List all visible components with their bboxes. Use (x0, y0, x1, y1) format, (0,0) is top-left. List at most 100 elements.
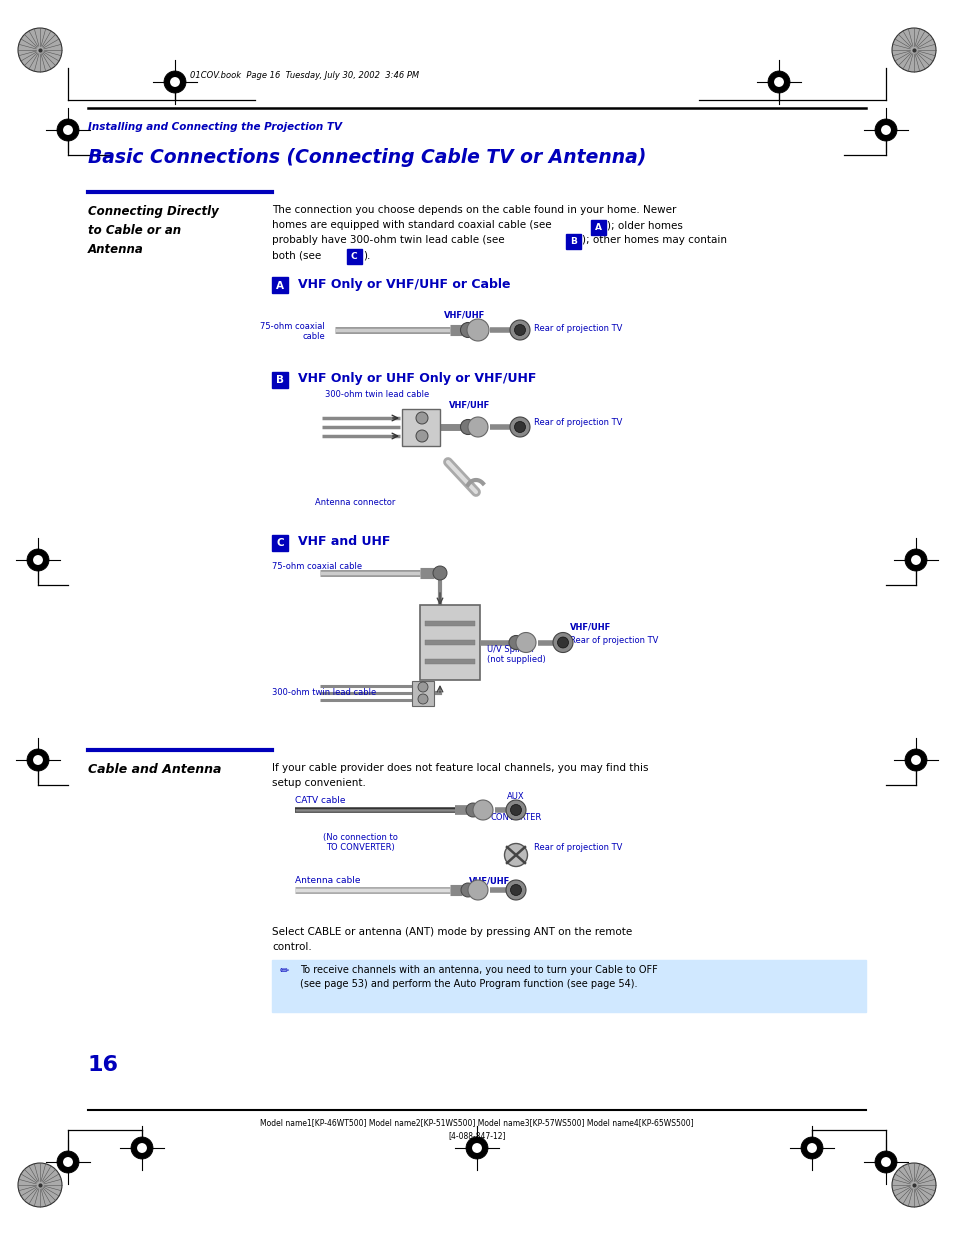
Circle shape (465, 803, 479, 818)
Text: Installing and Connecting the Projection TV: Installing and Connecting the Projection… (88, 122, 341, 132)
Circle shape (468, 417, 488, 437)
Text: Antenna connector: Antenna connector (314, 498, 395, 508)
Text: The connection you choose depends on the cable found in your home. Newer: The connection you choose depends on the… (272, 205, 676, 215)
Bar (424, 640, 475, 645)
Bar (272, 960, 865, 1011)
Circle shape (874, 1151, 896, 1173)
Bar (590, 220, 605, 235)
Text: both (see: both (see (272, 249, 321, 261)
Text: VHF/UHF: VHF/UHF (444, 310, 485, 319)
Circle shape (891, 1163, 935, 1207)
Text: (No connection to
TO CONVERTER): (No connection to TO CONVERTER) (322, 832, 397, 852)
Circle shape (33, 555, 43, 564)
Text: A: A (275, 280, 284, 290)
Bar (347, 249, 361, 263)
Circle shape (910, 555, 920, 564)
Bar (412, 680, 434, 705)
Bar (272, 535, 288, 551)
Text: 300-ohm twin lead cable: 300-ohm twin lead cable (272, 688, 375, 697)
Circle shape (505, 881, 525, 900)
Bar (272, 278, 288, 294)
Text: B: B (569, 237, 576, 246)
Circle shape (553, 632, 573, 652)
Text: C: C (276, 537, 283, 548)
Text: Cable and Antenna: Cable and Antenna (88, 763, 221, 776)
Circle shape (881, 125, 890, 135)
Text: VHF Only or UHF Only or VHF/UHF: VHF Only or UHF Only or VHF/UHF (297, 372, 536, 385)
Circle shape (27, 748, 49, 771)
Circle shape (57, 1151, 79, 1173)
Circle shape (137, 1144, 147, 1153)
Circle shape (33, 755, 43, 764)
Circle shape (801, 1137, 822, 1158)
Text: ); older homes: ); older homes (606, 220, 682, 230)
Circle shape (460, 322, 475, 337)
Circle shape (63, 125, 72, 135)
Circle shape (433, 566, 447, 580)
Circle shape (773, 77, 783, 86)
Circle shape (416, 412, 428, 424)
Text: 16: 16 (88, 1055, 119, 1074)
Text: Antenna cable: Antenna cable (294, 876, 360, 885)
Text: If your cable provider does not feature local channels, you may find this: If your cable provider does not feature … (272, 763, 648, 773)
Circle shape (131, 1137, 152, 1158)
Circle shape (465, 1137, 488, 1158)
Circle shape (18, 28, 62, 72)
Circle shape (460, 883, 475, 897)
Circle shape (18, 1163, 62, 1207)
Circle shape (510, 884, 521, 895)
Text: Rear of projection TV: Rear of projection TV (534, 324, 621, 333)
Text: ); other homes may contain: ); other homes may contain (581, 235, 726, 245)
Text: 01COV.book  Page 16  Tuesday, July 30, 2002  3:46 PM: 01COV.book Page 16 Tuesday, July 30, 200… (190, 72, 418, 80)
Text: 75-ohm coaxial cable: 75-ohm coaxial cable (272, 562, 362, 571)
Text: B: B (275, 374, 284, 385)
Circle shape (164, 70, 186, 93)
Circle shape (509, 636, 522, 650)
Text: VHF/UHF: VHF/UHF (469, 876, 510, 885)
Circle shape (505, 800, 525, 820)
Text: 75-ohm coaxial
cable: 75-ohm coaxial cable (260, 322, 325, 341)
Text: Basic Connections (Connecting Cable TV or Antenna): Basic Connections (Connecting Cable TV o… (88, 148, 646, 167)
Text: VHF Only or VHF/UHF or Cable: VHF Only or VHF/UHF or Cable (297, 278, 510, 291)
Text: Rear of projection TV: Rear of projection TV (534, 417, 621, 427)
Text: AUX
TO
CONVERTER: AUX TO CONVERTER (490, 792, 541, 821)
Text: ).: ). (363, 249, 370, 261)
Circle shape (904, 748, 926, 771)
Text: Model name1[KP-46WT500] Model name2[KP-51WS500] Model name3[KP-57WS500] Model na: Model name1[KP-46WT500] Model name2[KP-5… (260, 1118, 693, 1140)
Text: VHF/UHF: VHF/UHF (449, 400, 490, 409)
Circle shape (557, 637, 568, 648)
Circle shape (170, 77, 180, 86)
Circle shape (510, 320, 530, 340)
Text: 300-ohm twin lead cable: 300-ohm twin lead cable (325, 390, 429, 399)
Circle shape (516, 632, 536, 652)
Circle shape (514, 325, 525, 336)
Circle shape (416, 430, 428, 442)
Bar (272, 372, 288, 388)
Circle shape (468, 881, 488, 900)
Circle shape (472, 1144, 481, 1153)
Circle shape (467, 319, 489, 341)
Text: C: C (351, 252, 357, 262)
Circle shape (806, 1144, 816, 1153)
Circle shape (891, 28, 935, 72)
Circle shape (510, 417, 530, 437)
Circle shape (27, 550, 49, 571)
Circle shape (504, 844, 527, 867)
Bar (419, 605, 479, 680)
Text: VHF/UHF: VHF/UHF (569, 622, 611, 631)
Bar (424, 621, 475, 626)
Text: Select CABLE or antenna (ANT) mode by pressing ANT on the remote: Select CABLE or antenna (ANT) mode by pr… (272, 927, 632, 937)
Circle shape (63, 1157, 72, 1167)
Circle shape (460, 420, 475, 435)
Circle shape (904, 550, 926, 571)
Text: VHF and UHF: VHF and UHF (297, 535, 390, 548)
Text: Rear of projection TV: Rear of projection TV (569, 636, 658, 645)
Text: homes are equipped with standard coaxial cable (see: homes are equipped with standard coaxial… (272, 220, 551, 230)
Text: A: A (594, 224, 601, 232)
Circle shape (417, 694, 428, 704)
Circle shape (417, 682, 428, 692)
Text: U/V Splitter
(not supplied): U/V Splitter (not supplied) (486, 645, 545, 664)
Text: Rear of projection TV: Rear of projection TV (534, 844, 621, 852)
Circle shape (767, 70, 789, 93)
Text: control.: control. (272, 942, 312, 952)
